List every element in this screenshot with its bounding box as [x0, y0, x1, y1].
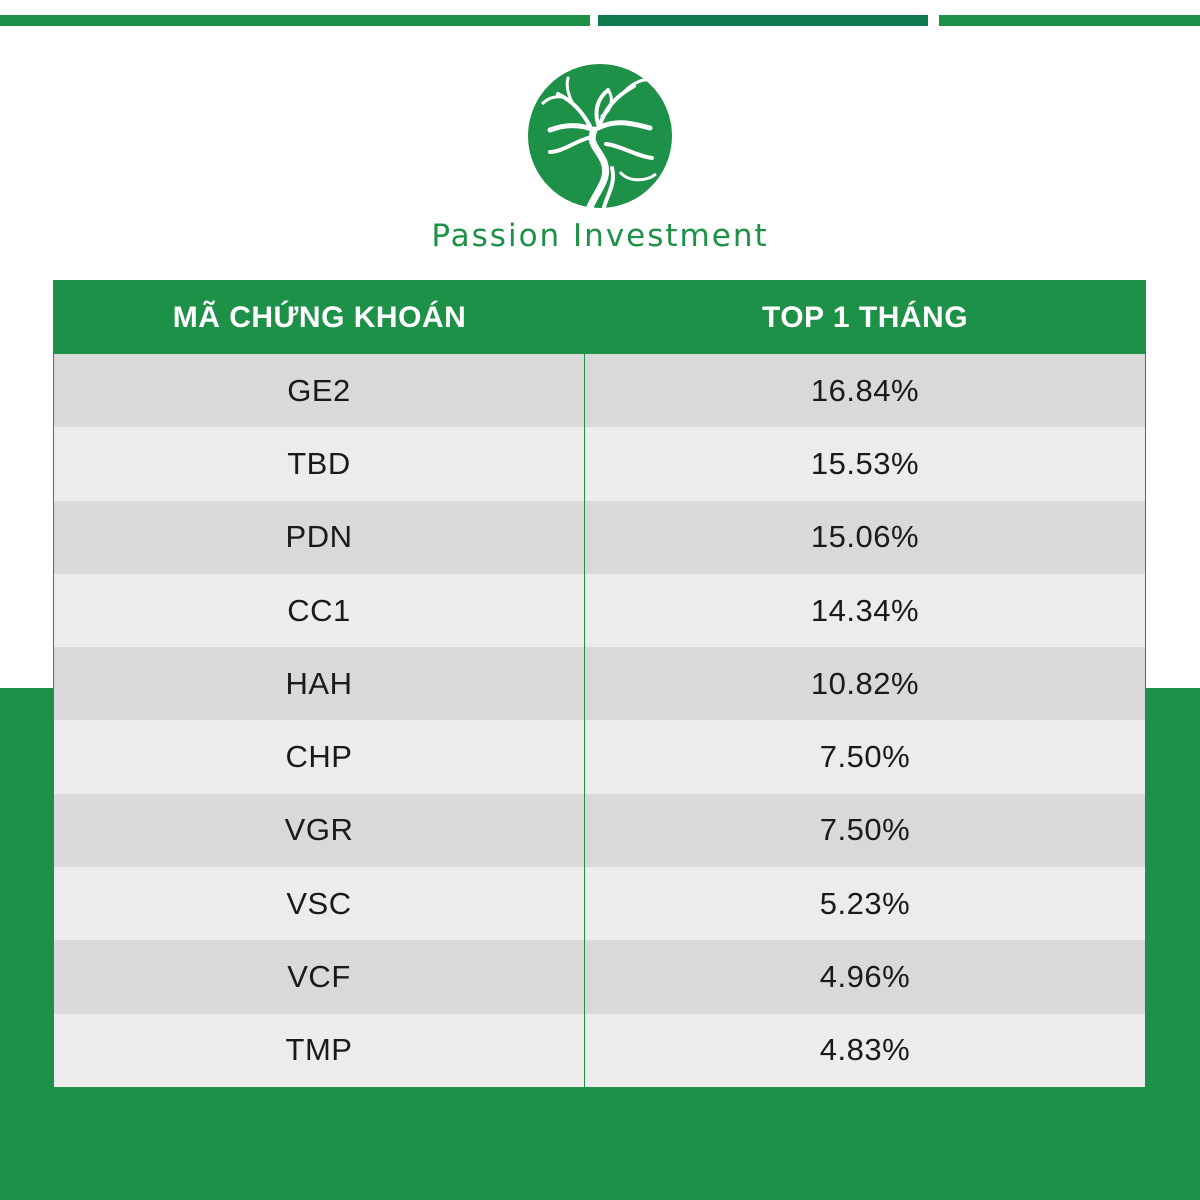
header-top-1-month: TOP 1 THÁNG — [761, 300, 969, 334]
return-cell: 4.83% — [819, 1032, 911, 1068]
table-body: GE2 16.84% TBD 15.53% PDN 15.06% CC1 14.… — [54, 354, 1145, 1087]
return-cell: 15.53% — [810, 445, 920, 481]
table-row: VSC 5.23% — [54, 867, 1145, 941]
stock-code-cell: TMP — [54, 1013, 585, 1087]
tree-in-circle-icon — [528, 64, 672, 208]
return-cell: 10.82% — [810, 665, 920, 701]
table-row: CC1 14.34% — [54, 573, 1145, 648]
return-cell: 16.84% — [810, 372, 920, 408]
stock-code-cell: GE2 — [54, 354, 585, 428]
table-row: CHP 7.50% — [54, 720, 1145, 794]
top-bar-middle — [598, 15, 928, 26]
stock-code-cell: HAH — [54, 647, 585, 721]
table-row: VCF 4.96% — [54, 940, 1145, 1014]
table-row: VGR 7.50% — [54, 793, 1145, 868]
return-cell: 7.50% — [819, 739, 911, 775]
table-row: PDN 15.06% — [54, 500, 1145, 574]
table-row: HAH 10.82% — [54, 647, 1145, 721]
stock-code-cell: PDN — [54, 500, 585, 574]
stock-table: MÃ CHỨNG KHOÁN TOP 1 THÁNG GE2 16.84% TB… — [53, 280, 1146, 1088]
return-cell: 15.06% — [810, 519, 920, 555]
table-row: TBD 15.53% — [54, 427, 1145, 501]
table-row: TMP 4.83% — [54, 1013, 1145, 1087]
stock-code-cell: VCF — [54, 940, 585, 1014]
top-bar-right — [939, 15, 1200, 26]
table-header: MÃ CHỨNG KHOÁN TOP 1 THÁNG — [54, 281, 1145, 354]
table-row: GE2 16.84% — [54, 354, 1145, 428]
brand-name: Passion Investment — [431, 218, 769, 254]
return-cell: 5.23% — [819, 885, 911, 921]
stock-code-cell: TBD — [54, 427, 585, 501]
top-bar-left — [0, 15, 590, 26]
return-cell: 4.96% — [819, 959, 911, 995]
header-stock-code: MÃ CHỨNG KHOÁN — [172, 300, 467, 334]
return-cell: 7.50% — [819, 812, 911, 848]
stock-code-cell: VSC — [54, 867, 585, 941]
stock-code-cell: CC1 — [54, 573, 585, 648]
stock-code-cell: VGR — [54, 793, 585, 868]
stock-code-cell: CHP — [54, 720, 585, 794]
return-cell: 14.34% — [810, 592, 920, 628]
